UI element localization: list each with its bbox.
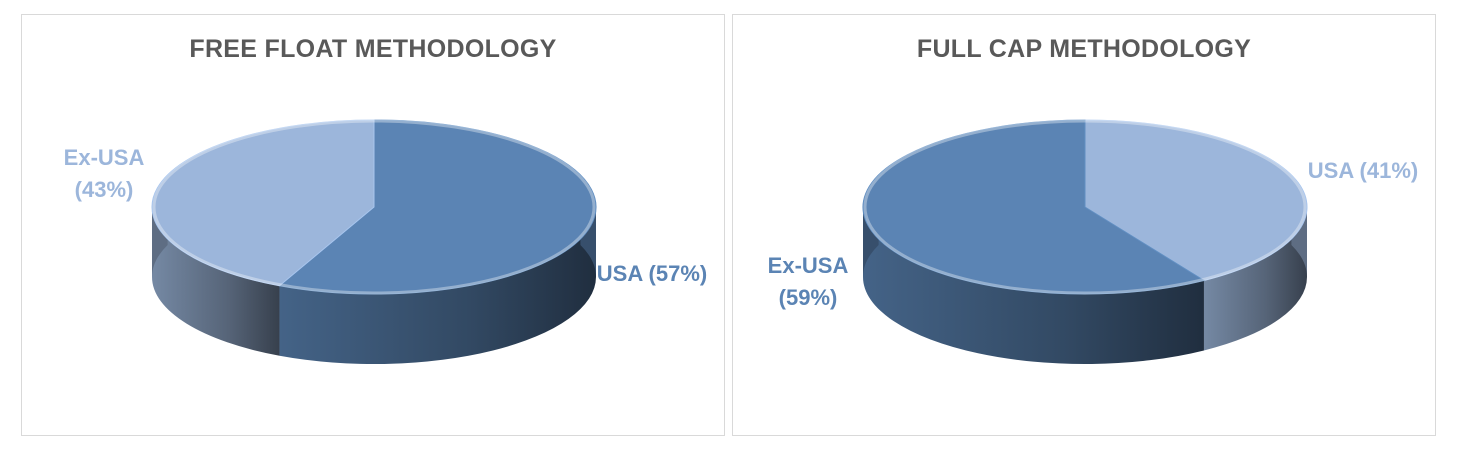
full-cap-pie: USA (41%) Ex-USA (59%) [768,119,1418,364]
pie-slice [151,119,375,287]
data-label: Ex-USA (59%) [768,253,849,310]
pie-slice-side [1203,207,1307,351]
chart-title: FREE FLOAT METHODOLOGY [189,35,557,63]
pie-slice [278,119,597,295]
pie-slice-side [152,207,280,356]
data-label: USA (57%) [597,261,707,286]
data-label: Ex-USA (43%) [64,145,145,202]
chart-title: FULL CAP METHODOLOGY [916,35,1252,63]
pie-tops [862,119,1308,295]
pie-tops [151,119,597,295]
pie-slice [862,119,1206,295]
pie-slice [1084,119,1308,281]
pie-slice-side [279,207,596,364]
pie-slice-side [863,207,1204,364]
pie-rim-highlight [863,119,1307,295]
pie-rim-highlight [152,119,596,295]
free-float-pie: USA (57%) Ex-USA (43%) [64,119,707,364]
data-label: USA (41%) [1308,158,1418,183]
full-cap-chart: FULL CAP METHODOLOGY USA (41%) Ex-USA (59%… [732,14,1436,436]
free-float-chart: FREE FLOAT METHODOLOGY USA (57%) Ex-USA (4… [21,14,725,436]
